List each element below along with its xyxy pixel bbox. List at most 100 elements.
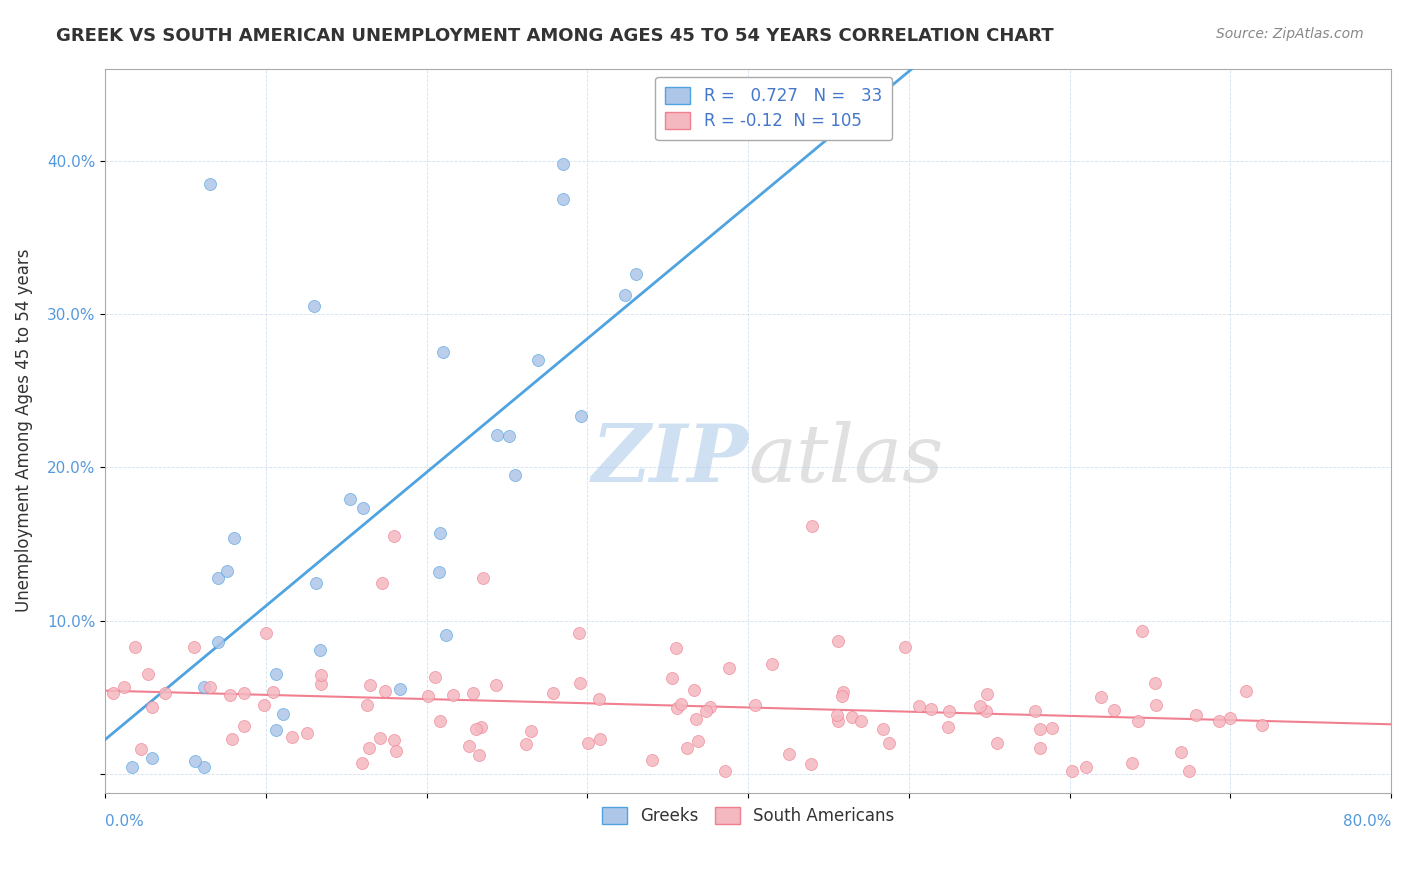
Point: [576, 736, 599, 750]
Point: [920, 702, 942, 716]
Point: [264, 723, 287, 737]
Point: [877, 736, 900, 750]
Point: [569, 409, 592, 423]
Point: [429, 714, 451, 729]
Text: ZIP: ZIP: [591, 421, 748, 499]
Point: [271, 706, 294, 721]
Point: [1130, 624, 1153, 638]
Point: [938, 704, 960, 718]
Point: [280, 730, 302, 744]
Point: [374, 683, 396, 698]
Point: [432, 345, 454, 359]
Point: [686, 734, 709, 748]
Point: [217, 564, 239, 578]
Point: [470, 721, 492, 735]
Point: [193, 680, 215, 694]
Point: [1251, 718, 1274, 732]
Point: [352, 756, 374, 770]
Point: [1144, 698, 1167, 712]
Text: 80.0%: 80.0%: [1343, 814, 1391, 830]
Point: [1121, 756, 1143, 771]
Point: [827, 714, 849, 728]
Text: atlas: atlas: [748, 421, 943, 499]
Text: 0.0%: 0.0%: [105, 814, 143, 830]
Point: [141, 700, 163, 714]
Point: [553, 192, 575, 206]
Point: [264, 666, 287, 681]
Point: [136, 667, 159, 681]
Point: [423, 670, 446, 684]
Point: [624, 267, 647, 281]
Point: [1170, 745, 1192, 759]
Point: [1126, 714, 1149, 729]
Point: [569, 675, 592, 690]
Point: [614, 287, 637, 301]
Point: [183, 640, 205, 654]
Point: [682, 682, 704, 697]
Point: [193, 759, 215, 773]
Point: [382, 733, 405, 747]
Point: [665, 701, 688, 715]
Point: [800, 756, 823, 771]
Point: [969, 698, 991, 713]
Point: [295, 726, 318, 740]
Point: [429, 525, 451, 540]
Point: [1144, 676, 1167, 690]
Point: [388, 681, 411, 696]
Point: [1028, 723, 1050, 737]
Text: GREEK VS SOUTH AMERICAN UNEMPLOYMENT AMONG AGES 45 TO 54 YEARS CORRELATION CHART: GREEK VS SOUTH AMERICAN UNEMPLOYMENT AMO…: [56, 27, 1054, 45]
Point: [718, 661, 741, 675]
Point: [1219, 711, 1241, 725]
Point: [468, 748, 491, 763]
Point: [1029, 740, 1052, 755]
Point: [385, 744, 408, 758]
Point: [695, 704, 717, 718]
Point: [232, 686, 254, 700]
Point: [1074, 759, 1097, 773]
Point: [568, 626, 591, 640]
Text: Source: ZipAtlas.com: Source: ZipAtlas.com: [1216, 27, 1364, 41]
Point: [801, 518, 824, 533]
Point: [485, 678, 508, 692]
Point: [825, 708, 848, 723]
Point: [498, 429, 520, 443]
Point: [427, 565, 450, 579]
Point: [1024, 704, 1046, 718]
Point: [222, 531, 245, 545]
Point: [153, 685, 176, 699]
Point: [254, 626, 277, 640]
Point: [831, 689, 853, 703]
Point: [515, 737, 537, 751]
Point: [589, 732, 612, 747]
Point: [304, 576, 326, 591]
Point: [368, 731, 391, 746]
Point: [465, 723, 488, 737]
Point: [1040, 721, 1063, 735]
Point: [112, 680, 135, 694]
Point: [221, 732, 243, 747]
Point: [309, 677, 332, 691]
Point: [309, 668, 332, 682]
Point: [827, 633, 849, 648]
Point: [685, 712, 707, 726]
Point: [1102, 703, 1125, 717]
Point: [198, 177, 221, 191]
Point: [253, 698, 276, 712]
Point: [356, 698, 378, 712]
Point: [1060, 764, 1083, 779]
Point: [640, 753, 662, 767]
Point: [832, 685, 855, 699]
Point: [849, 714, 872, 728]
Point: [588, 692, 610, 706]
Point: [661, 671, 683, 685]
Point: [232, 719, 254, 733]
Point: [893, 640, 915, 654]
Point: [936, 720, 959, 734]
Point: [207, 571, 229, 585]
Point: [976, 688, 998, 702]
Point: [669, 697, 692, 711]
Y-axis label: Unemployment Among Ages 45 to 54 years: Unemployment Among Ages 45 to 54 years: [15, 249, 32, 612]
Point: [121, 759, 143, 773]
Point: [359, 678, 381, 692]
Point: [761, 657, 783, 671]
